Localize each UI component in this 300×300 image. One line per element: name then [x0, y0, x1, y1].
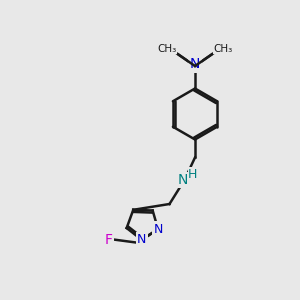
Text: CH₃: CH₃ [213, 44, 231, 55]
Text: F: F [106, 233, 114, 246]
Text: CH₃: CH₃ [158, 44, 177, 54]
Text: N: N [190, 58, 200, 71]
Text: N: N [178, 173, 188, 187]
Text: N: N [154, 224, 162, 234]
Text: N: N [177, 173, 187, 187]
Text: CH₃: CH₃ [159, 44, 177, 55]
Text: N: N [137, 233, 147, 247]
Text: H: H [189, 168, 198, 178]
Text: F: F [105, 232, 113, 247]
Text: N: N [138, 235, 146, 245]
Text: N: N [190, 59, 200, 73]
Text: N: N [153, 223, 163, 236]
Text: H: H [188, 168, 198, 181]
Text: CH₃: CH₃ [213, 44, 232, 54]
